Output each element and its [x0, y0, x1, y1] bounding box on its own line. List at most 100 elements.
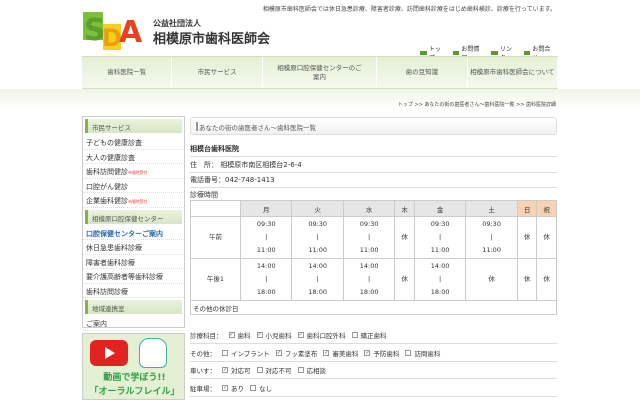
day-header: 水: [342, 200, 396, 217]
schedule-cell: 休: [394, 258, 415, 301]
option-text: 予防歯科: [373, 349, 400, 358]
option-checkbox[interactable]: なし: [250, 383, 272, 393]
checked-box-icon: ✓: [228, 332, 235, 338]
unchecked-box-icon: [405, 349, 412, 356]
address-label: 住 所：: [190, 161, 218, 169]
org-type: 公益社団法人: [153, 19, 201, 28]
day-header: 金: [413, 200, 467, 217]
blank-cell: [190, 200, 241, 217]
day-header: 土: [465, 200, 518, 217]
option-text: 対応可: [231, 367, 251, 375]
nav-citizen-service[interactable]: 市民サービス: [172, 57, 263, 88]
option-row: 駐車場： ✓ あり なし: [190, 380, 557, 397]
nav-about[interactable]: 相模原市歯科医師会について: [468, 57, 559, 88]
nav-clinic-list[interactable]: 歯科医院一覧: [82, 57, 173, 88]
period-label: 午前: [190, 216, 241, 259]
clinic-name: 相模台歯科医院: [190, 141, 557, 157]
sidebar-item[interactable]: 歯科訪問健診※随時受付: [83, 164, 184, 179]
sidebar: 市民サービス 子どもの健康診査 大人の健康診査 歯科訪問健診※随時受付 口腔がん健診 企業…: [82, 116, 185, 331]
option-label: 診療科目：: [190, 332, 223, 340]
sidebar-item[interactable]: 要介護高齢者等歯科診療: [83, 269, 184, 284]
svg-text:A: A: [119, 15, 143, 50]
schedule-cell: 休: [516, 258, 538, 301]
nav-tooth-trivia[interactable]: 歯の豆知識: [377, 57, 468, 88]
option-checkbox[interactable]: ✓ 予防歯科: [364, 348, 399, 358]
schedule-cell: 14:00 | 18:00: [291, 258, 344, 301]
svg-text:D: D: [102, 24, 122, 50]
svg-text:S: S: [84, 13, 106, 48]
header-band: [0, 89, 640, 109]
day-header: 日: [516, 200, 538, 217]
option-text: 歯科口腔外科: [306, 332, 346, 340]
option-checkbox[interactable]: ✓ あり: [222, 383, 244, 393]
option-label: 駐車場：: [190, 384, 216, 393]
sidebar-item-label: 大人の健康診査: [86, 153, 135, 162]
schedule-cell: 休: [394, 216, 415, 259]
unchecked-box-icon: [297, 367, 304, 373]
nav-oral-center[interactable]: 相模原口腔保健センターのご案内: [263, 57, 378, 88]
sidebar-item-label: 休日急患歯科診療: [86, 244, 142, 252]
option-checkbox[interactable]: 矯正歯科: [351, 330, 387, 340]
option-row: 診療科目： ✓ 歯科 ✓ 小児歯科 ✓ 歯科口腔外科 矯正歯科: [190, 327, 557, 344]
sidebar-item[interactable]: 子どもの健康診査: [83, 135, 184, 150]
arrow-icon: [420, 51, 427, 55]
option-text: 歯科: [237, 332, 251, 340]
unchecked-box-icon: [256, 367, 263, 373]
schedule-header-row: 月火水木金土日祝: [190, 200, 557, 217]
option-text: 審美歯科: [332, 349, 359, 358]
breadcrumb[interactable]: トップ >> あなたの街の歯医者さん〜歯科医院一覧 >> 歯科医院詳細: [397, 102, 556, 108]
sidebar-item[interactable]: 企業歯科健診※随時受付: [83, 193, 184, 208]
sidebar-item[interactable]: 障害者歯科診療: [83, 255, 184, 269]
schedule-cell: 休: [536, 258, 557, 301]
option-checkbox[interactable]: 対応不可: [256, 365, 292, 375]
option-text: フッ素塗布: [284, 349, 318, 358]
other-holidays: その他の休診日: [190, 300, 557, 315]
option-checkbox[interactable]: 訪問歯科: [405, 348, 440, 358]
checked-box-icon: ✓: [222, 367, 228, 373]
option-checkbox[interactable]: ✓ 歯科口腔外科: [297, 330, 346, 340]
sidebar-section-title: 地域連携室: [85, 300, 182, 314]
option-checkbox[interactable]: インプラント: [222, 348, 270, 358]
schedule-cell: 09:30 | 11:00: [239, 216, 293, 259]
sidebar-item-label: 口腔がん健診: [86, 182, 128, 191]
option-checkbox[interactable]: 応相談: [297, 365, 326, 375]
option-text: 訪問歯科: [414, 349, 441, 358]
schedule-cell: 14:00 | 18:00: [413, 258, 467, 301]
sidebar-item-label: ご案内: [86, 320, 107, 328]
option-text: なし: [259, 384, 272, 393]
sidebar-item-label: 子どもの健康診査: [86, 139, 142, 147]
schedule-cell: 09:30 | 11:00: [291, 216, 344, 259]
option-checkbox[interactable]: ✓ フッ素塗布: [275, 348, 318, 358]
schedule-cell: 14:00 | 18:00: [239, 258, 293, 301]
sidebar-item-label: 要介護高齢者等歯科診療: [86, 273, 163, 281]
option-checkbox[interactable]: ✓ 対応可: [222, 365, 251, 375]
sidebar-item[interactable]: 歯科訪問診療: [83, 284, 184, 298]
address-value: 相模原市南区相模台2-6-4: [220, 161, 302, 169]
schedule-row: 午前 09:30 | 11:00 09:30 | 11:00 09:30 | 11:0…: [190, 216, 557, 259]
sidebar-item[interactable]: 大人の健康診査: [83, 150, 184, 164]
checked-box-icon: ✓: [222, 384, 228, 391]
sidebar-item[interactable]: 口腔がん健診: [83, 179, 184, 193]
sidebar-item-label: 歯科訪問健診: [86, 168, 128, 176]
schedule-row: 午後1 14:00 | 18:00 14:00 | 18:00 14:00 | 18:…: [190, 258, 557, 301]
sidebar-item[interactable]: 休日急患歯科診療: [83, 240, 184, 255]
sidebar-item[interactable]: 口腔保健センターご案内: [83, 226, 184, 240]
banner-line2: 「オーラルフレイル」: [89, 387, 180, 397]
checked-box-icon: ✓: [275, 349, 282, 356]
option-text: インプラント: [231, 349, 270, 358]
checked-box-icon: ✓: [297, 332, 304, 338]
option-label: 車いす：: [190, 367, 216, 375]
oral-frail-video-banner[interactable]: 動画で学ぼう!! 「オーラルフレイル」: [82, 333, 185, 400]
banner-line1: 動画で学ぼう!!: [103, 373, 166, 383]
org-name: 相模原市歯科医師会: [153, 32, 271, 47]
option-text: 小児歯科: [265, 332, 292, 340]
sidebar-item-label: 歯科訪問診療: [86, 287, 128, 296]
option-checkbox[interactable]: ✓ 審美歯科: [323, 348, 358, 358]
schedule-cell: 休: [465, 258, 518, 301]
checked-box-icon: ✓: [256, 332, 263, 338]
option-checkbox[interactable]: ✓ 小児歯科: [256, 330, 292, 340]
checked-box-icon: ✓: [323, 349, 330, 356]
sidebar-item[interactable]: ご案内: [83, 316, 184, 331]
option-checkbox[interactable]: ✓ 歯科: [228, 330, 251, 340]
